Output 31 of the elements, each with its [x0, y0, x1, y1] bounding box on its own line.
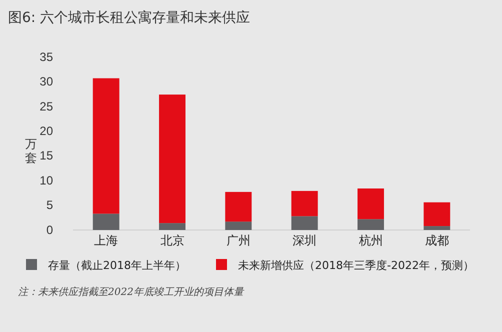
bar: [225, 222, 252, 230]
x-tick-label: 深圳: [292, 234, 317, 248]
bar: [291, 216, 318, 230]
bar: [358, 188, 384, 220]
x-tick-label: 杭州: [358, 234, 383, 248]
bar: [291, 190, 318, 216]
y-axis-title: 万套: [25, 137, 37, 165]
y-tick-label: 5: [46, 198, 54, 212]
y-tick-label: 20: [40, 124, 54, 138]
x-tick-label: 北京: [160, 234, 184, 248]
legend-label: 未来新增供应（2018年三季度-2022年，预测）: [238, 259, 474, 272]
bar: [424, 226, 450, 230]
legend-label: 存量（截止2018年上半年）: [48, 259, 186, 272]
bar: [159, 94, 186, 224]
bar: [424, 202, 450, 226]
bar: [358, 219, 384, 230]
x-tick-label: 广州: [226, 234, 250, 248]
y-tick-label: 15: [40, 148, 54, 163]
bar: [225, 192, 252, 222]
bar: [92, 214, 120, 230]
bar: [159, 223, 186, 230]
y-tick-label: 10: [40, 173, 54, 188]
text: 注：未来供应指截至2022年底竣工开业的项目体量: [18, 286, 244, 298]
bar: [92, 78, 120, 214]
y-tick-label: 0: [46, 222, 54, 237]
y-tick-label: 25: [40, 99, 54, 114]
y-tick-label: 35: [40, 50, 54, 64]
y-tick-label: 30: [40, 74, 54, 89]
chart-title: 图6: 六个城市长租公寓存量和未来供应: [8, 10, 250, 26]
x-tick-label: 成都: [424, 234, 449, 248]
x-tick-label: 上海: [94, 234, 118, 248]
